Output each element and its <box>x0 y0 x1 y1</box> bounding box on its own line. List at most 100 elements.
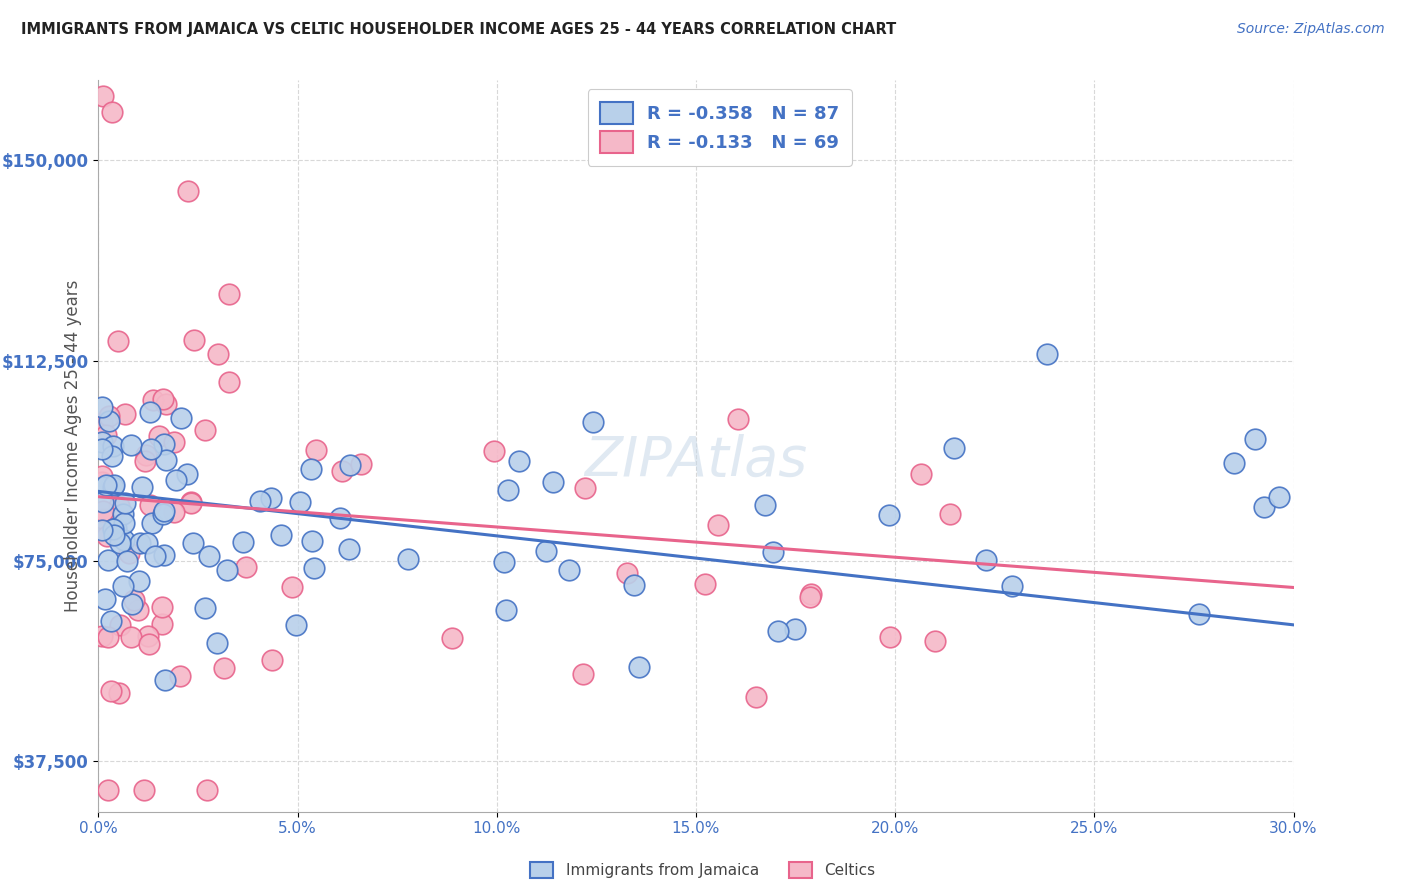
Text: Source: ZipAtlas.com: Source: ZipAtlas.com <box>1237 22 1385 37</box>
Point <box>136 536 159 550</box>
Point <box>128 574 150 588</box>
Text: ZIPAtlas: ZIPAtlas <box>585 434 807 487</box>
Point <box>148 429 170 443</box>
Point <box>508 454 530 468</box>
Point <box>97 783 120 797</box>
Point <box>91 401 114 415</box>
Point <box>108 618 131 632</box>
Point <box>281 580 304 594</box>
Point <box>879 631 901 645</box>
Point <box>114 533 136 547</box>
Point <box>122 593 145 607</box>
Point <box>152 507 174 521</box>
Point <box>1243 432 1265 446</box>
Point <box>558 563 581 577</box>
Legend: R = -0.358   N = 87, R = -0.133   N = 69: R = -0.358 N = 87, R = -0.133 N = 69 <box>588 89 852 166</box>
Point <box>195 783 218 797</box>
Point <box>98 414 121 428</box>
Legend: Immigrants from Jamaica, Celtics: Immigrants from Jamaica, Celtics <box>524 856 882 884</box>
Point <box>627 659 650 673</box>
Point <box>623 578 645 592</box>
Point <box>924 633 946 648</box>
Point <box>136 629 159 643</box>
Point <box>329 510 352 524</box>
Point <box>249 494 271 508</box>
Point <box>330 464 353 478</box>
Point <box>169 669 191 683</box>
Point <box>120 438 142 452</box>
Point <box>938 507 960 521</box>
Point <box>127 603 149 617</box>
Point <box>101 522 124 536</box>
Point <box>299 461 322 475</box>
Point <box>350 457 373 471</box>
Point <box>94 591 117 606</box>
Point <box>163 504 186 518</box>
Point <box>785 623 807 637</box>
Point <box>304 561 326 575</box>
Point <box>194 423 217 437</box>
Point <box>103 478 125 492</box>
Point <box>152 504 174 518</box>
Point <box>215 563 238 577</box>
Point <box>440 631 463 645</box>
Point <box>114 496 136 510</box>
Point <box>285 618 308 632</box>
Point <box>1035 347 1057 361</box>
Point <box>337 542 360 557</box>
Point <box>108 535 131 549</box>
Point <box>574 481 596 495</box>
Point <box>129 536 152 550</box>
Point <box>942 441 965 455</box>
Point <box>115 554 138 568</box>
Point <box>218 375 240 389</box>
Point <box>114 516 136 531</box>
Point <box>768 624 790 639</box>
Point <box>152 392 174 406</box>
Point <box>155 397 177 411</box>
Point <box>142 393 165 408</box>
Point <box>183 333 205 347</box>
Y-axis label: Householder Income Ages 25 - 44 years: Householder Income Ages 25 - 44 years <box>63 280 82 612</box>
Point <box>112 507 135 521</box>
Point <box>616 566 638 580</box>
Point <box>218 286 240 301</box>
Point <box>91 468 114 483</box>
Point <box>91 89 114 103</box>
Point <box>339 458 361 472</box>
Point <box>91 495 114 509</box>
Point <box>270 527 292 541</box>
Point <box>180 495 202 509</box>
Point <box>1001 579 1024 593</box>
Point <box>94 428 117 442</box>
Point <box>207 347 229 361</box>
Point <box>1253 500 1275 514</box>
Point <box>155 673 177 687</box>
Point <box>572 667 595 681</box>
Point <box>170 411 193 425</box>
Point <box>301 533 323 548</box>
Point <box>150 599 173 614</box>
Point <box>108 686 131 700</box>
Point <box>112 579 135 593</box>
Point <box>91 434 114 449</box>
Point <box>288 495 311 509</box>
Point <box>205 635 228 649</box>
Point <box>104 521 127 535</box>
Point <box>97 553 120 567</box>
Point <box>176 467 198 482</box>
Point <box>232 534 254 549</box>
Point <box>91 503 114 517</box>
Text: IMMIGRANTS FROM JAMAICA VS CELTIC HOUSEHOLDER INCOME AGES 25 - 44 YEARS CORRELAT: IMMIGRANTS FROM JAMAICA VS CELTIC HOUSEH… <box>21 22 897 37</box>
Point <box>132 783 155 797</box>
Point <box>100 614 122 628</box>
Point <box>165 473 187 487</box>
Point <box>131 480 153 494</box>
Point <box>139 405 162 419</box>
Point <box>150 616 173 631</box>
Point <box>799 590 821 604</box>
Point <box>97 630 120 644</box>
Point <box>197 549 219 563</box>
Point <box>581 415 603 429</box>
Point <box>877 508 900 522</box>
